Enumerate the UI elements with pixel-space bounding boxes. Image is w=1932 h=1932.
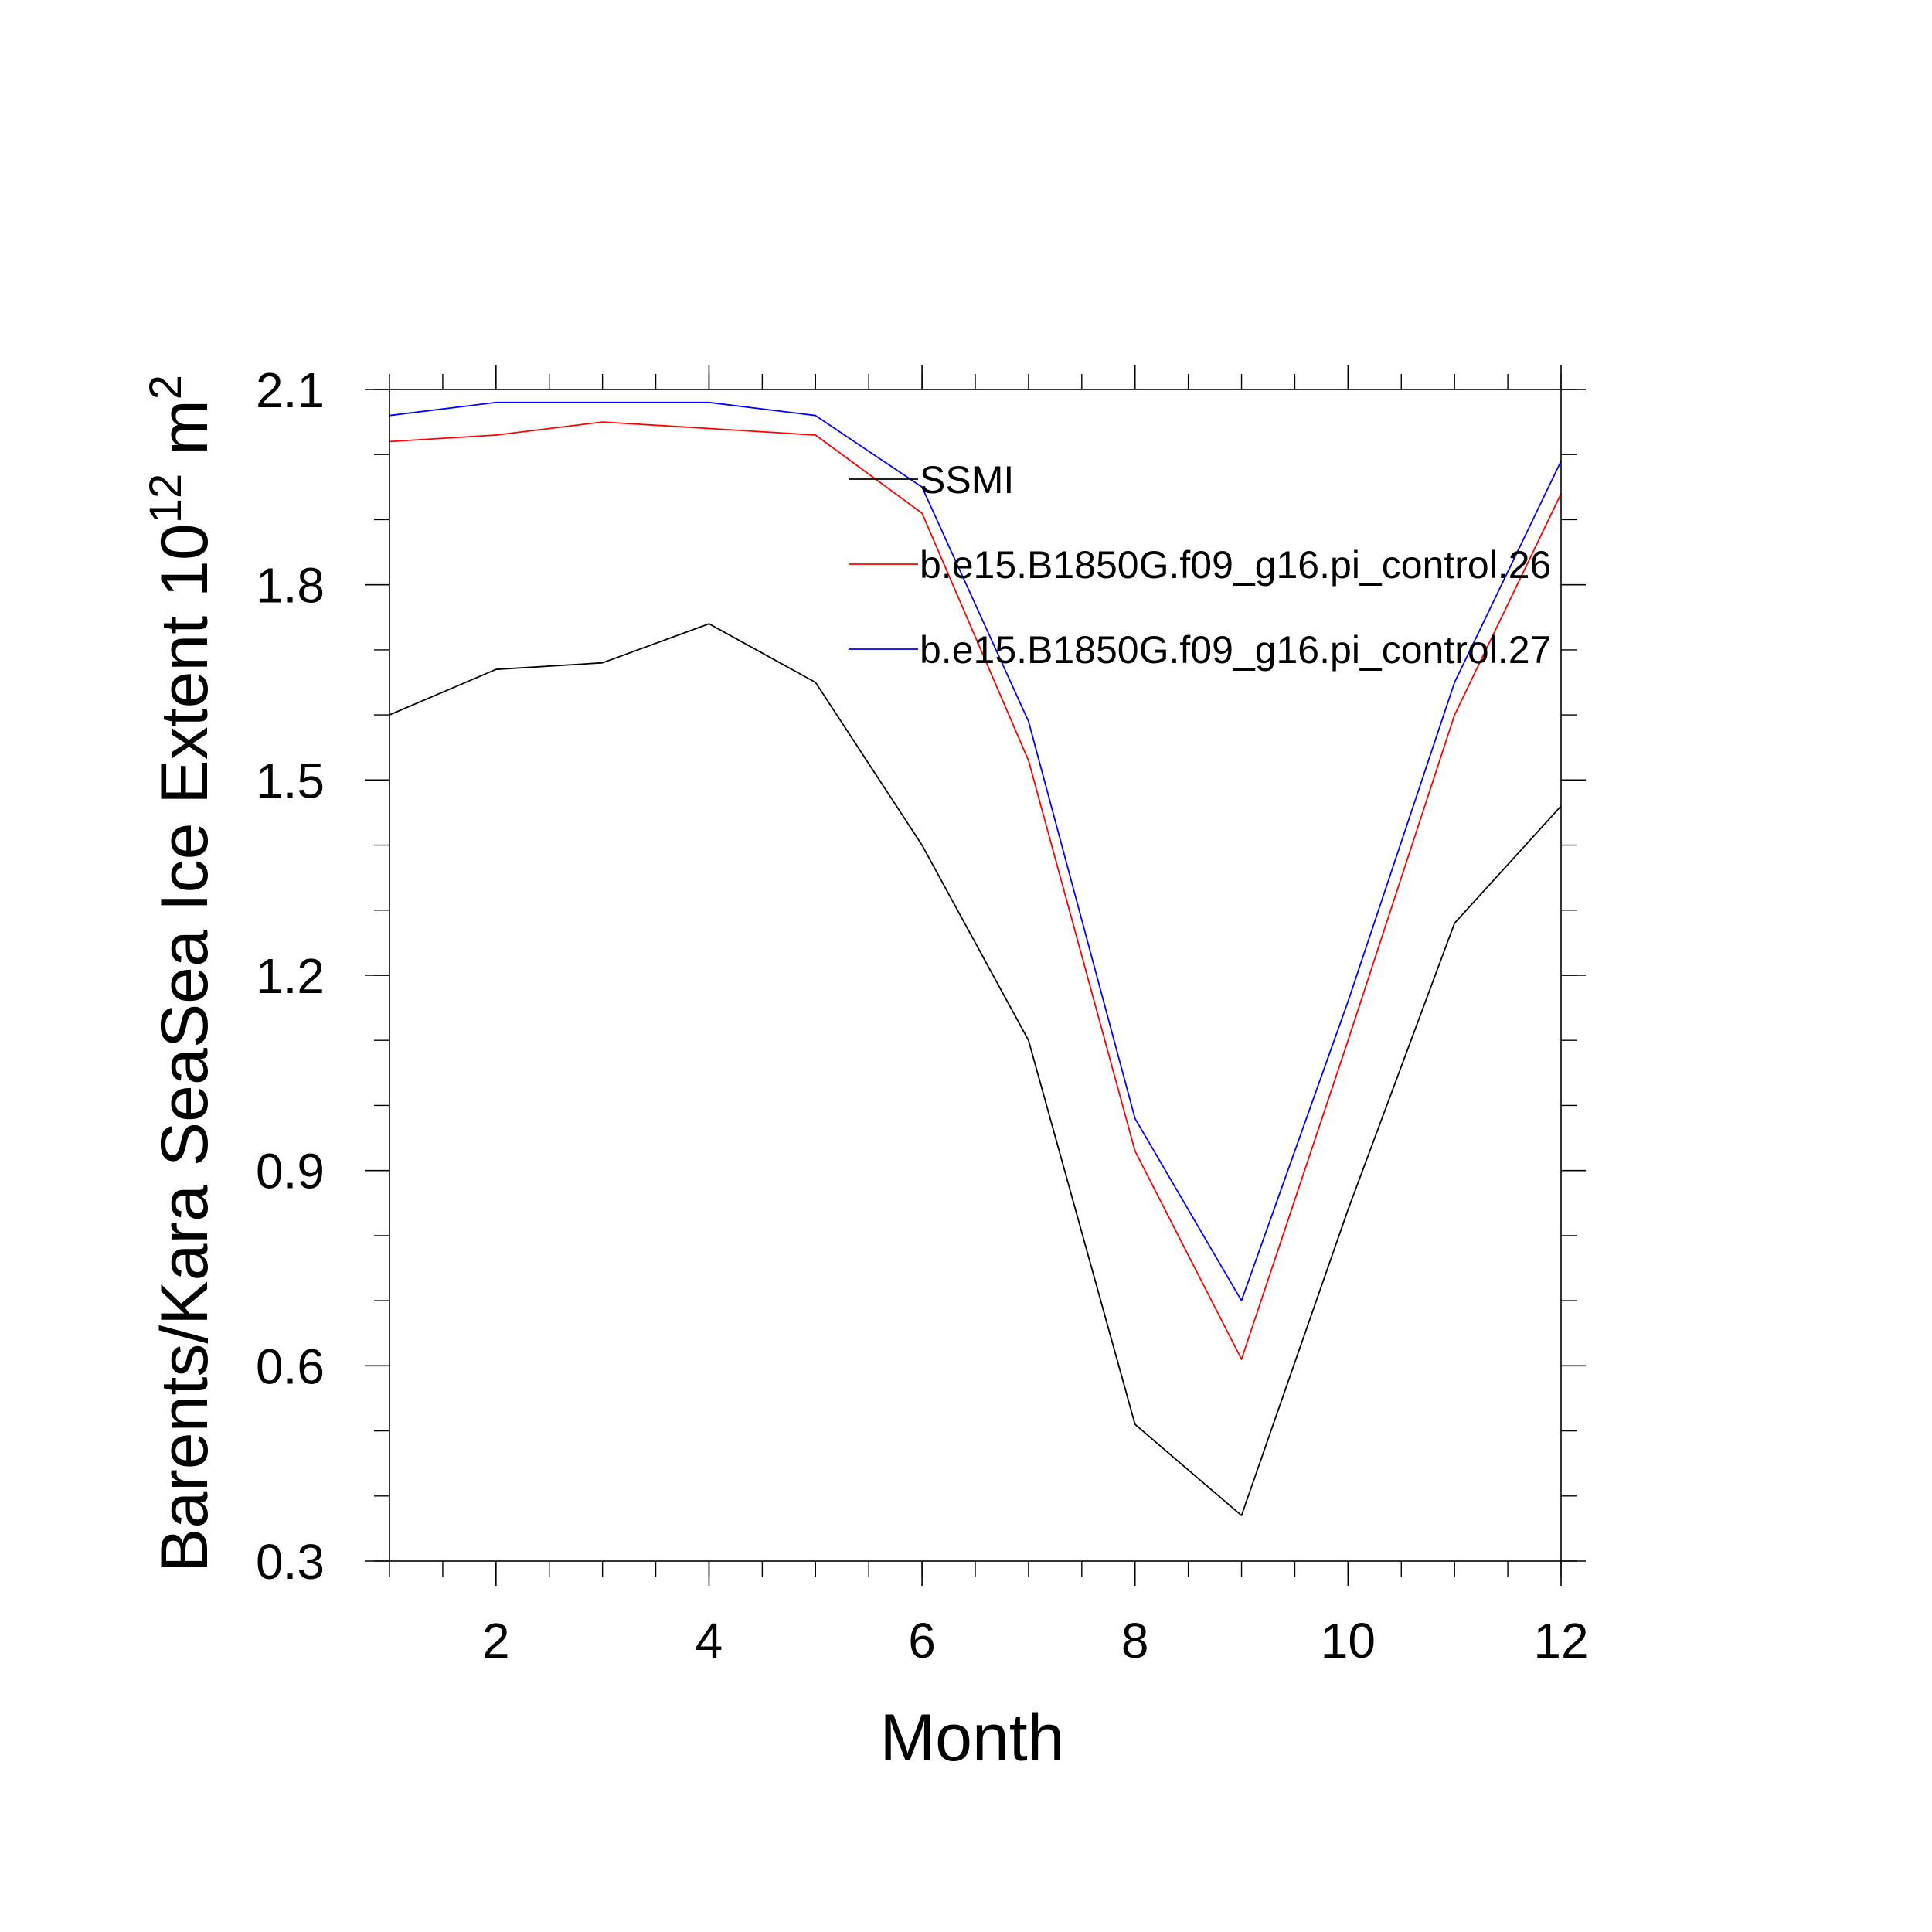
y-axis-title-exponent-2: 2	[141, 375, 191, 400]
y-tick-label: 1.5	[256, 753, 325, 808]
series-line-1	[389, 623, 1562, 1516]
x-tick-labels: 2 4 6 8 10 12	[482, 1613, 1589, 1668]
y-axis-title-unit: m	[148, 400, 222, 474]
legend-label: b.e15.B1850G.f09_g16.pi_control.26	[920, 543, 1551, 587]
x-tick-label: 8	[1121, 1613, 1149, 1668]
y-tick-label: 0.9	[256, 1144, 325, 1199]
y-tick-labels: 0.3 0.6 0.9 1.2 1.5 1.8 2.1	[256, 362, 325, 1590]
y-tick-label: 0.6	[256, 1338, 325, 1394]
legend: SSMI b.e15.B1850G.f09_g16.pi_control.26 b.…	[849, 458, 1551, 672]
y-axis-title-text: Barents/Kara SeaSea Ice Extent 10	[148, 523, 222, 1573]
legend-label: SSMI	[920, 458, 1014, 502]
y-tick-label: 1.2	[256, 948, 325, 1004]
x-tick-label: 10	[1321, 1613, 1376, 1668]
series-layer	[389, 401, 1562, 1516]
series-line-3	[389, 401, 1562, 1301]
series-line-2	[389, 421, 1562, 1360]
x-tick-label: 2	[482, 1613, 510, 1668]
y-axis-title-exponent-1: 12	[141, 474, 191, 524]
legend-label: b.e15.B1850G.f09_g16.pi_control.27	[920, 628, 1551, 672]
x-tick-label: 4	[696, 1613, 723, 1668]
x-tick-label: 6	[908, 1613, 936, 1668]
major-ticks	[365, 365, 1586, 1586]
x-axis-title: Month	[879, 1701, 1064, 1775]
x-tick-label: 12	[1533, 1613, 1588, 1668]
y-tick-label: 0.3	[256, 1534, 325, 1590]
y-tick-label: 2.1	[256, 362, 325, 418]
y-tick-label: 1.8	[256, 558, 325, 614]
y-axis-title: Barents/Kara SeaSea Ice Extent 1012 m2	[141, 375, 222, 1573]
plot-frame	[389, 389, 1562, 1562]
